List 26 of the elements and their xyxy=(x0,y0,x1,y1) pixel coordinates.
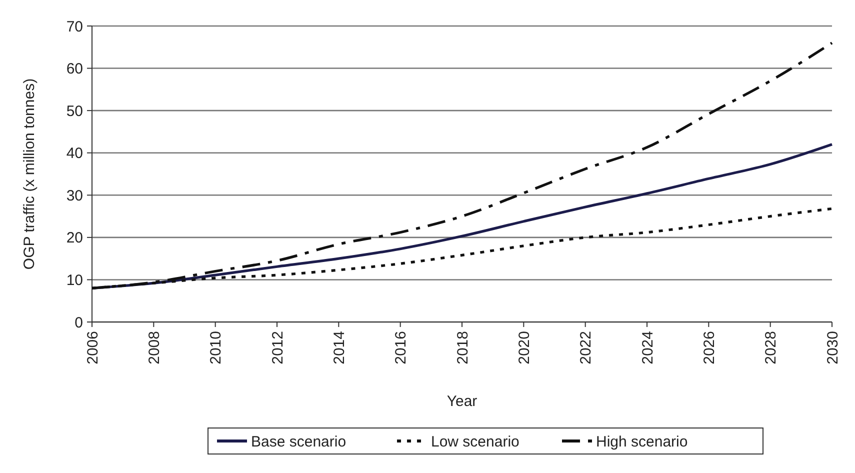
x-tick-label: 2030 xyxy=(824,331,842,364)
x-tick-label: 2008 xyxy=(146,331,163,364)
y-tick-label: 10 xyxy=(66,272,83,289)
y-tick-label: 60 xyxy=(66,60,83,78)
legend-label: Base scenario xyxy=(251,433,346,450)
x-axis-title: Year xyxy=(446,393,478,410)
x-tick-label: 2028 xyxy=(762,331,780,364)
y-tick-label: 50 xyxy=(66,102,83,120)
y-axis-title: OGP traffic (x million tonnes) xyxy=(21,78,38,270)
x-tick-label: 2022 xyxy=(578,331,595,364)
y-tick-label: 0 xyxy=(74,314,83,332)
x-tick-label: 2006 xyxy=(84,331,102,364)
y-tick-label: 70 xyxy=(66,18,83,36)
x-tick-label: 2020 xyxy=(516,331,533,364)
x-tick-label: 2024 xyxy=(639,331,656,364)
legend-label: Low scenario xyxy=(431,433,520,450)
x-tick-label: 2026 xyxy=(700,331,718,364)
x-tick-label: 2010 xyxy=(208,331,225,364)
x-tick-label: 2016 xyxy=(392,331,410,364)
x-tick-label: 2014 xyxy=(330,331,348,364)
y-tick-label: 20 xyxy=(66,230,83,247)
legend-label: High scenario xyxy=(596,433,688,450)
x-tick-label: 2012 xyxy=(269,331,286,364)
y-tick-label: 40 xyxy=(66,145,83,162)
y-tick-label: 30 xyxy=(66,187,83,204)
x-tick-label: 2018 xyxy=(454,331,472,364)
